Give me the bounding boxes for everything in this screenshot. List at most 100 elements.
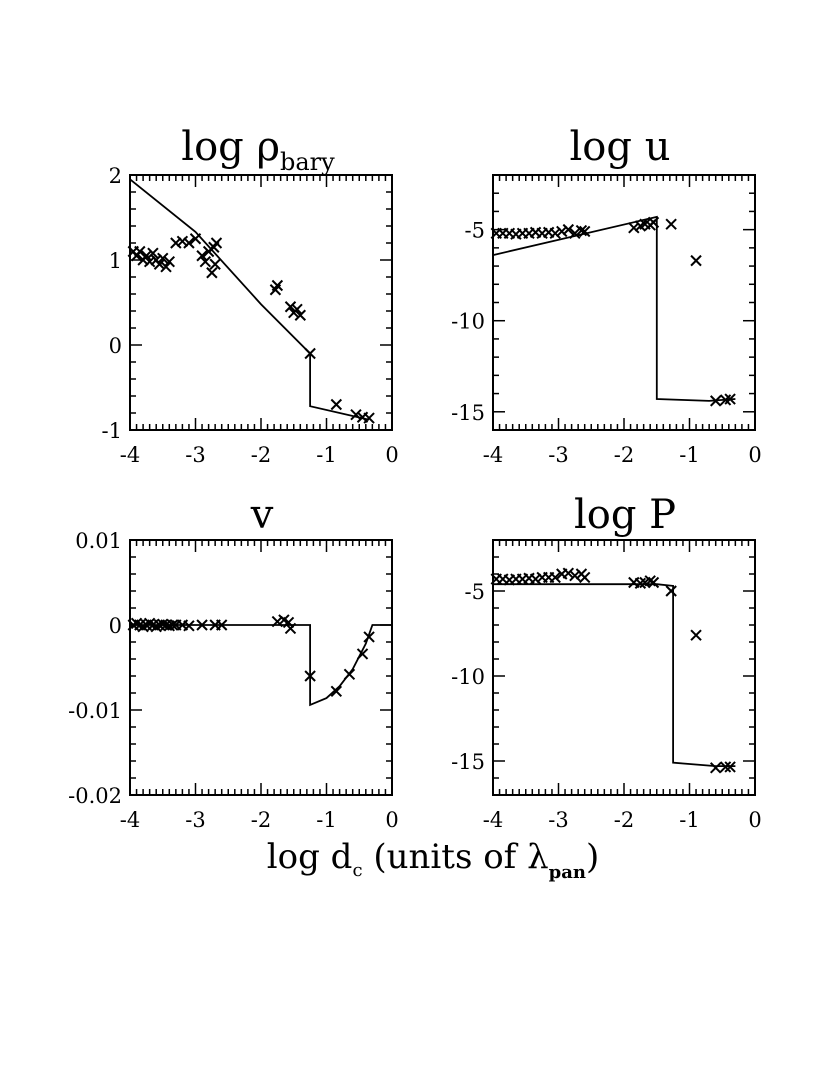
data-point-marker [170, 237, 182, 249]
x-tick-label: -1 [679, 443, 699, 467]
series-points [490, 216, 736, 407]
x-tick-label: -4 [120, 443, 140, 467]
data-point-marker [578, 571, 591, 584]
data-point-marker [569, 227, 581, 239]
x-tick-label: -2 [251, 443, 271, 467]
data-point-marker [330, 398, 343, 411]
data-point-marker [330, 685, 343, 698]
x-tick-label: -3 [185, 443, 205, 467]
series-points [127, 614, 375, 698]
data-point-marker [209, 258, 221, 270]
series-points [127, 233, 375, 424]
x-tick-label: -4 [483, 808, 503, 832]
data-point-marker [183, 237, 195, 249]
data-point-marker [569, 569, 581, 582]
data-point-marker [647, 216, 660, 229]
data-point-marker [294, 309, 307, 321]
plot-frame [492, 539, 756, 796]
data-point-marker [719, 761, 732, 773]
data-point-marker [166, 619, 179, 631]
data-point-marker [304, 347, 316, 360]
data-point-marker [271, 279, 284, 292]
y-tick-label: 2 [109, 164, 122, 188]
data-point-marker [271, 615, 284, 628]
y-tick-label: 0.01 [75, 529, 122, 553]
data-point-marker [549, 227, 561, 239]
data-point-marker [644, 575, 656, 587]
data-point-marker [199, 255, 212, 268]
data-point-marker [215, 619, 228, 631]
data-point-marker [176, 235, 189, 248]
series-line [129, 178, 370, 421]
data-point-marker [647, 576, 660, 589]
data-point-marker [562, 223, 575, 236]
data-point-marker [291, 303, 303, 316]
data-point-marker [206, 267, 218, 279]
panel-3: -4 -3 -2 -1 0 0.01 0 -0.01 -0.02 v [68, 492, 399, 832]
x-tick-label: -2 [614, 808, 634, 832]
data-point-marker [130, 617, 143, 630]
data-point-marker [150, 620, 162, 633]
x-tick-label: 0 [748, 808, 761, 832]
data-point-marker [665, 218, 677, 230]
data-point-marker [709, 395, 722, 407]
series-line [493, 583, 736, 767]
data-point-marker [304, 670, 316, 682]
x-tick-label: -3 [548, 808, 568, 832]
y-tick-label: -5 [465, 580, 485, 604]
x-tick-label: 0 [385, 443, 398, 467]
data-point-marker [189, 233, 202, 245]
data-point-marker [196, 619, 208, 631]
panel-title: log ρbary [181, 124, 335, 176]
data-point-marker [160, 261, 172, 273]
x-tick-label: -3 [185, 808, 205, 832]
data-point-marker [140, 250, 153, 262]
data-point-marker [157, 252, 169, 265]
data-point-marker [350, 408, 362, 421]
panel-title: log P [574, 492, 676, 538]
x-tick-label: -1 [316, 808, 336, 832]
x-axis-label: log dc (units of λpan) [267, 837, 599, 883]
panel-title: v [250, 492, 274, 538]
data-point-marker [284, 301, 297, 313]
panel-1: -4 -3 -2 -1 0 -1 0 1 2 log ρbary [102, 124, 399, 467]
data-point-marker [157, 618, 169, 630]
data-point-marker [356, 648, 369, 660]
y-tick-label: 0 [109, 334, 122, 358]
panel-title: log u [570, 124, 671, 170]
data-point-marker [163, 255, 176, 268]
y-tick-label: -10 [451, 665, 485, 689]
plot-frame [129, 174, 393, 431]
y-tick-label: -15 [451, 401, 485, 425]
data-point-marker [709, 762, 722, 774]
data-point-marker [363, 631, 375, 643]
data-point-marker [137, 620, 149, 633]
data-point-marker [210, 237, 223, 249]
y-tick-label: -0.01 [68, 699, 122, 723]
data-point-marker [363, 412, 375, 424]
series-line [130, 624, 392, 707]
x-tick-label: -1 [316, 443, 336, 467]
series-points [490, 567, 736, 774]
x-tick-label: 0 [385, 808, 398, 832]
data-point-marker [724, 393, 736, 405]
data-point-marker [196, 250, 208, 262]
x-tick-label: -4 [483, 443, 503, 467]
x-tick-label: -3 [548, 443, 568, 467]
data-point-marker [529, 573, 542, 585]
x-tick-label: 0 [748, 443, 761, 467]
data-point-marker [549, 571, 561, 584]
plot-frame [492, 174, 756, 431]
x-tick-label: -2 [251, 808, 271, 832]
data-point-marker [690, 629, 702, 641]
x-tick-label: -4 [120, 808, 140, 832]
y-tick-label: -15 [451, 750, 485, 774]
data-point-marker [628, 222, 640, 234]
data-point-marker [556, 225, 568, 238]
y-tick-label: -10 [451, 310, 485, 334]
y-tick-label: -1 [102, 419, 122, 443]
series-line [492, 215, 736, 402]
